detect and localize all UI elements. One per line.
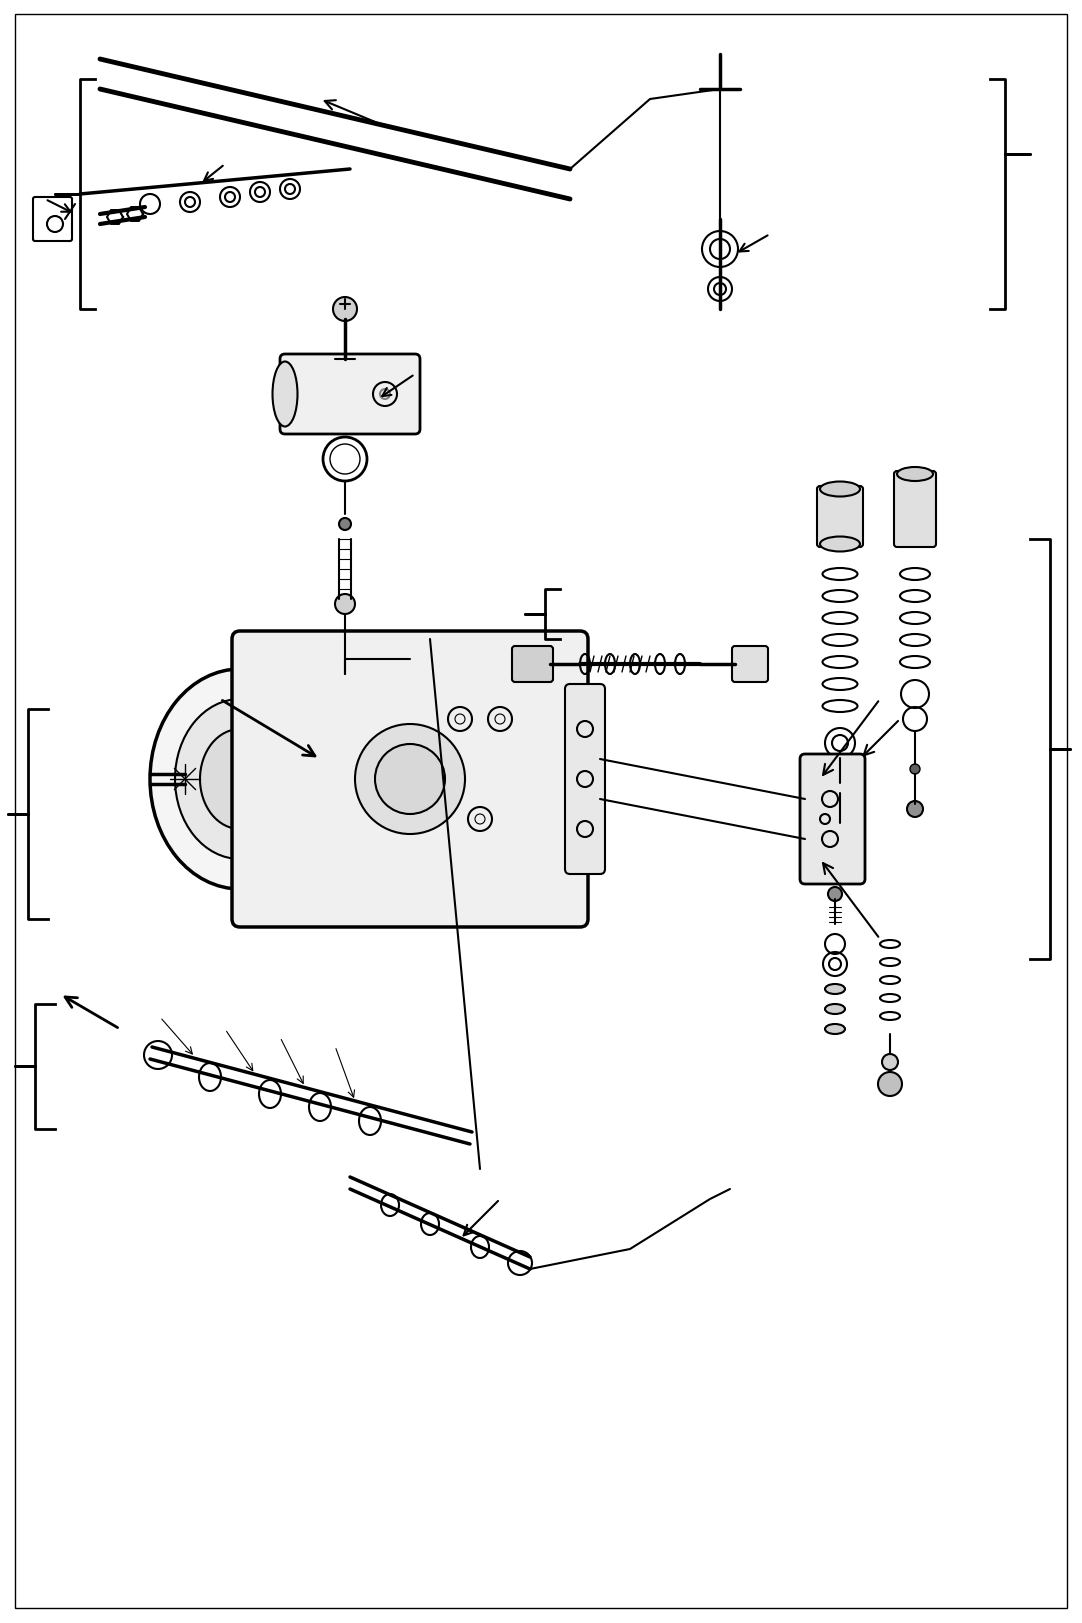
FancyBboxPatch shape <box>565 685 605 875</box>
FancyBboxPatch shape <box>280 355 420 435</box>
Polygon shape <box>107 211 123 226</box>
FancyBboxPatch shape <box>733 646 768 683</box>
Ellipse shape <box>824 985 845 995</box>
Circle shape <box>907 802 923 818</box>
Polygon shape <box>127 208 143 222</box>
Ellipse shape <box>175 700 305 860</box>
Circle shape <box>355 724 465 834</box>
Ellipse shape <box>824 1024 845 1034</box>
Circle shape <box>340 672 348 680</box>
Ellipse shape <box>820 537 860 552</box>
Circle shape <box>878 1073 902 1096</box>
FancyBboxPatch shape <box>800 755 865 885</box>
Circle shape <box>375 745 445 815</box>
Circle shape <box>910 764 920 774</box>
Circle shape <box>828 888 842 901</box>
Ellipse shape <box>273 362 298 427</box>
Ellipse shape <box>150 670 330 889</box>
FancyBboxPatch shape <box>512 646 553 683</box>
Circle shape <box>333 297 357 321</box>
Circle shape <box>882 1055 898 1070</box>
Circle shape <box>835 784 845 794</box>
FancyBboxPatch shape <box>817 487 863 547</box>
Ellipse shape <box>897 467 933 482</box>
Circle shape <box>339 519 351 531</box>
Ellipse shape <box>824 1005 845 1014</box>
Ellipse shape <box>820 482 860 497</box>
FancyBboxPatch shape <box>232 631 588 927</box>
FancyBboxPatch shape <box>894 472 936 547</box>
Circle shape <box>335 594 355 615</box>
Ellipse shape <box>200 730 280 829</box>
